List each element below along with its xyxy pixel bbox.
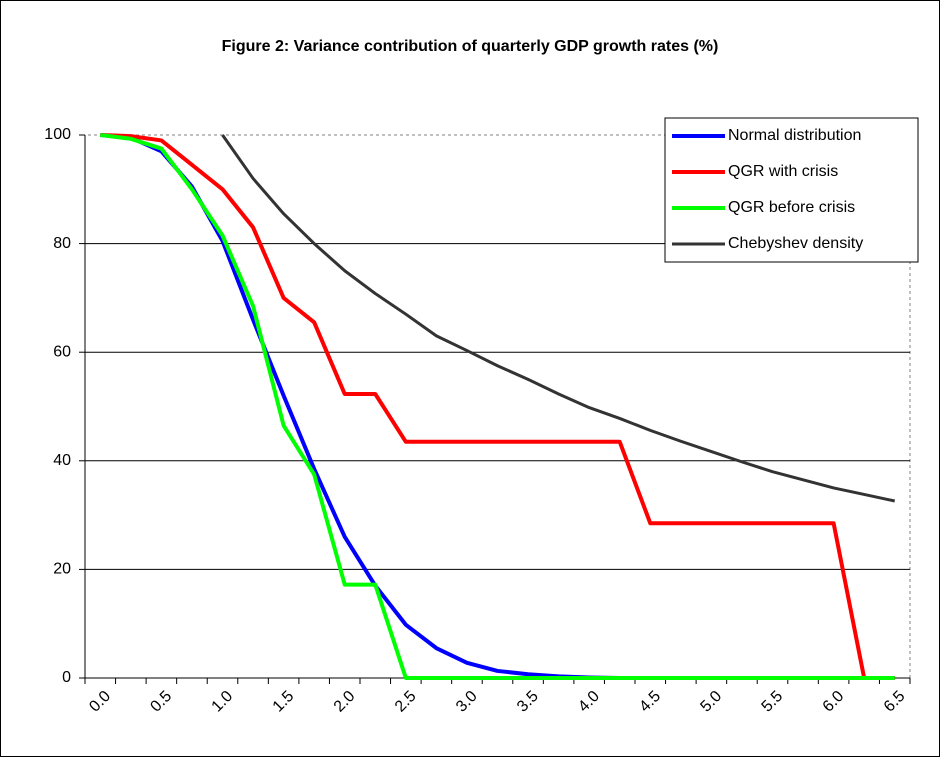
chart-title: Figure 2: Variance contribution of quart… (222, 38, 719, 55)
series-line (100, 133, 895, 680)
legend-label: Normal distribution (728, 127, 861, 144)
y-tick-label: 100 (44, 126, 71, 143)
series-line (221, 134, 896, 503)
y-tick-label: 60 (53, 343, 71, 360)
y-tick-label: 40 (53, 452, 71, 469)
y-tick-label: 80 (53, 235, 71, 252)
legend-label: QGR before crisis (728, 199, 855, 216)
legend-label: QGR with crisis (728, 163, 838, 180)
y-tick-label: 20 (53, 561, 71, 578)
series-line (100, 133, 895, 680)
legend-label: Chebyshev density (728, 235, 863, 252)
legend-box (664, 117, 919, 263)
y-tick-label: 0 (62, 669, 71, 686)
